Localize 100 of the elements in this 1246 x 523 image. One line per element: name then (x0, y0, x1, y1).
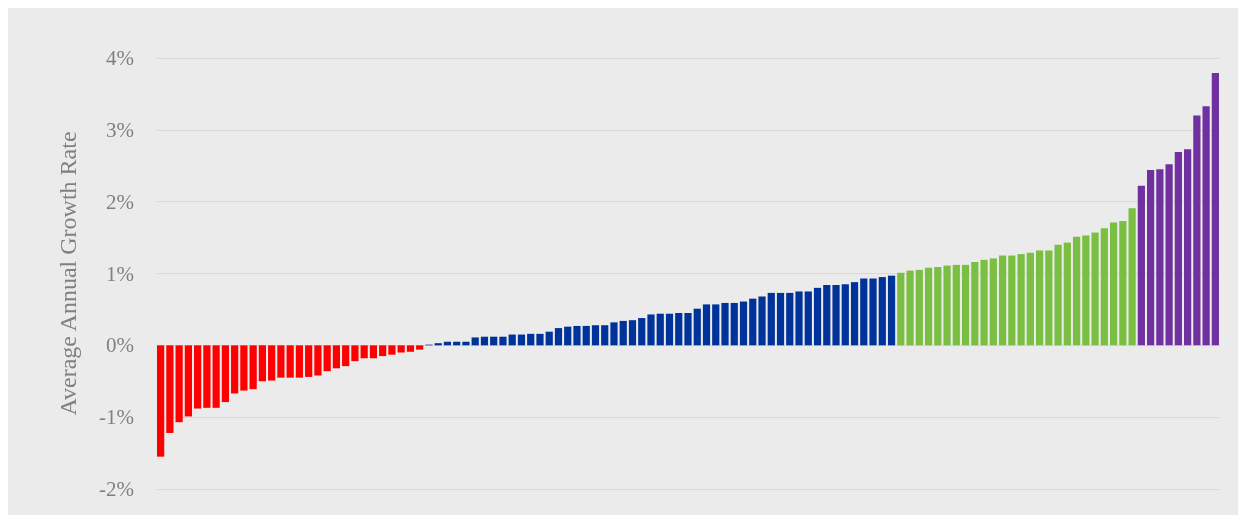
bar (323, 345, 331, 372)
bar (832, 284, 840, 346)
bar (906, 270, 914, 346)
bar (647, 314, 655, 346)
bar (767, 292, 775, 346)
y-tick-label: 3% (106, 117, 134, 142)
bar (1202, 106, 1210, 346)
bar (739, 301, 748, 346)
bar (351, 345, 359, 362)
bar (517, 334, 526, 346)
bar (601, 325, 609, 346)
bar (342, 345, 350, 367)
bar (693, 308, 701, 346)
bar (1091, 232, 1099, 346)
bar (360, 345, 368, 359)
bar (1100, 228, 1108, 346)
y-tick-label: 0% (106, 333, 134, 358)
bar (841, 284, 849, 346)
bar (989, 258, 997, 346)
bar (490, 336, 498, 346)
bar (730, 302, 738, 346)
bar (980, 259, 988, 346)
bar (786, 292, 794, 346)
bar (212, 345, 220, 408)
bar (286, 345, 294, 378)
bar (998, 255, 1007, 346)
bar (961, 264, 970, 346)
y-tick-label: -1% (99, 405, 134, 430)
bar (1072, 236, 1081, 346)
bar (221, 345, 229, 403)
bar (194, 345, 202, 409)
bar (462, 341, 470, 346)
bar (175, 345, 183, 423)
bar (332, 345, 341, 369)
bar (628, 320, 637, 346)
bar (665, 313, 674, 346)
bar (203, 345, 211, 408)
bar (1054, 244, 1062, 346)
bar (934, 267, 942, 346)
bar (675, 313, 683, 346)
bar (924, 267, 933, 346)
bar (369, 345, 378, 359)
bar (1184, 149, 1192, 346)
bar (1137, 185, 1145, 346)
bar (1063, 242, 1071, 346)
bar (656, 313, 664, 346)
bar (943, 265, 951, 346)
bar (554, 328, 563, 346)
bar (388, 345, 396, 355)
bar (1211, 73, 1219, 346)
bar (295, 345, 304, 378)
y-tick-label: 2% (106, 189, 134, 214)
bar (1128, 208, 1136, 346)
bar (591, 325, 600, 346)
bar (971, 262, 979, 346)
bar (638, 318, 646, 346)
bar (499, 336, 507, 346)
bar (1045, 250, 1053, 346)
bar (749, 298, 757, 346)
bar (277, 345, 285, 378)
bar (1165, 164, 1173, 346)
bar (249, 345, 257, 390)
y-axis-title: Average Annual Growth Rate (55, 131, 81, 416)
bar (897, 272, 905, 346)
bar (878, 277, 886, 346)
bar (915, 269, 923, 346)
bar (1156, 169, 1164, 346)
bar (258, 345, 267, 382)
bar (1026, 252, 1034, 346)
bar (1017, 254, 1025, 346)
bar (860, 278, 868, 346)
bar (536, 333, 544, 346)
y-tick-label: -2% (99, 477, 134, 501)
bar (231, 345, 239, 394)
bar (471, 337, 479, 346)
bar (795, 291, 803, 346)
bar (1109, 222, 1118, 346)
y-tick-label: 4% (106, 46, 134, 70)
bar (887, 275, 896, 346)
bar (314, 345, 322, 376)
bar (1174, 152, 1182, 346)
bar (573, 325, 581, 346)
bar (379, 345, 387, 357)
bar (952, 264, 960, 346)
bar (545, 331, 553, 346)
bar (508, 334, 516, 346)
bar (712, 304, 720, 346)
bar (480, 336, 489, 346)
bar (804, 291, 812, 346)
bar (619, 320, 627, 346)
bar (869, 278, 877, 346)
bar (1147, 170, 1155, 346)
bar (268, 345, 276, 381)
bar (240, 345, 248, 391)
bar (582, 325, 590, 346)
bar (813, 287, 822, 346)
bar (397, 345, 405, 353)
bar (1035, 250, 1044, 346)
bar (684, 313, 692, 346)
bar (776, 292, 785, 346)
